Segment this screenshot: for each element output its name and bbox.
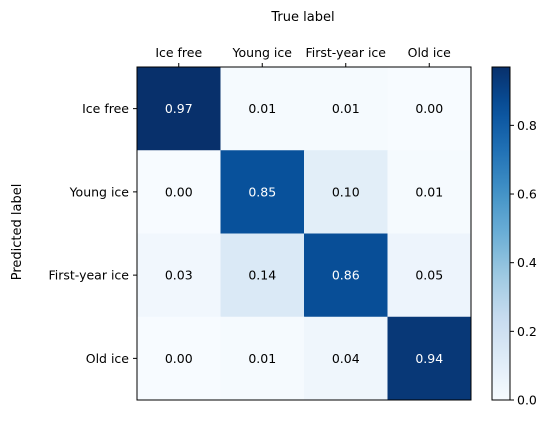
y-tick-label: Ice free	[82, 101, 129, 116]
plot-frame	[136, 66, 472, 401]
cell-value-label: 0.85	[248, 184, 276, 199]
y-tick-label: Old ice	[86, 351, 130, 366]
cell-value-label: 0.97	[165, 101, 193, 116]
cell-value-label: 0.03	[165, 268, 193, 283]
x-tick-label: Young ice	[232, 45, 293, 60]
colorbar-gradient	[491, 66, 511, 401]
heatmap-cell	[387, 233, 472, 318]
colorbar-tick-label: 0.0	[517, 393, 537, 408]
heatmap-cell	[220, 67, 305, 151]
colorbar-tick-label: 0.8	[517, 118, 537, 133]
cell-value-label: 0.01	[248, 351, 276, 366]
colorbar: 0.0 0.2 0.4 0.6 0.8	[491, 66, 537, 408]
heatmap-cell	[137, 316, 221, 401]
cell-value-label: 0.00	[415, 101, 443, 116]
y-tick-labels: Ice free Young ice First-year ice Old ice	[49, 101, 137, 366]
heatmap-cell	[304, 233, 388, 318]
heatmap-cell	[220, 316, 305, 401]
heatmap-cell	[220, 233, 305, 318]
cell-value-label: 0.01	[332, 101, 360, 116]
heatmap-cells	[137, 67, 472, 401]
x-tick-label: First-year ice	[306, 45, 387, 60]
x-tick-label: Ice free	[155, 45, 202, 60]
heatmap-cell	[304, 150, 388, 234]
x-axis-title: True label	[270, 10, 334, 25]
cell-value-label: 0.01	[248, 101, 276, 116]
heatmap-cell	[387, 67, 472, 151]
heatmap-cell	[137, 150, 221, 234]
colorbar-tick-label: 0.4	[517, 255, 537, 270]
colorbar-tick-label: 0.6	[517, 187, 537, 202]
y-axis-title: Predicted label	[10, 184, 25, 281]
colorbar-tick-label: 0.2	[517, 324, 537, 339]
heatmap-cell	[304, 316, 388, 401]
x-tick-label: Old ice	[408, 45, 452, 60]
heatmap-cell	[137, 67, 221, 151]
heatmap-cell-labels: 0.97 0.01 0.01 0.00 0.00 0.85 0.10 0.01 0.03 0.14…	[165, 101, 443, 366]
cell-value-label: 0.00	[165, 351, 193, 366]
heatmap-cell	[387, 316, 472, 401]
cell-value-label: 0.86	[332, 268, 360, 283]
y-tick-label: Young ice	[69, 184, 130, 199]
x-tick-labels: Ice free Young ice First-year ice Old ice	[155, 45, 451, 67]
cell-value-label: 0.01	[415, 184, 443, 199]
cell-value-label: 0.00	[165, 184, 193, 199]
cell-value-label: 0.14	[248, 268, 276, 283]
cell-value-label: 0.05	[415, 268, 443, 283]
cell-value-label: 0.04	[332, 351, 360, 366]
heatmap-cell	[220, 150, 305, 234]
y-tick-label: First-year ice	[49, 268, 130, 283]
heatmap-cell	[387, 150, 472, 234]
heatmap-cell	[137, 233, 221, 318]
heatmap-cell	[304, 67, 388, 151]
cell-value-label: 0.94	[415, 351, 443, 366]
cell-value-label: 0.10	[332, 184, 360, 199]
